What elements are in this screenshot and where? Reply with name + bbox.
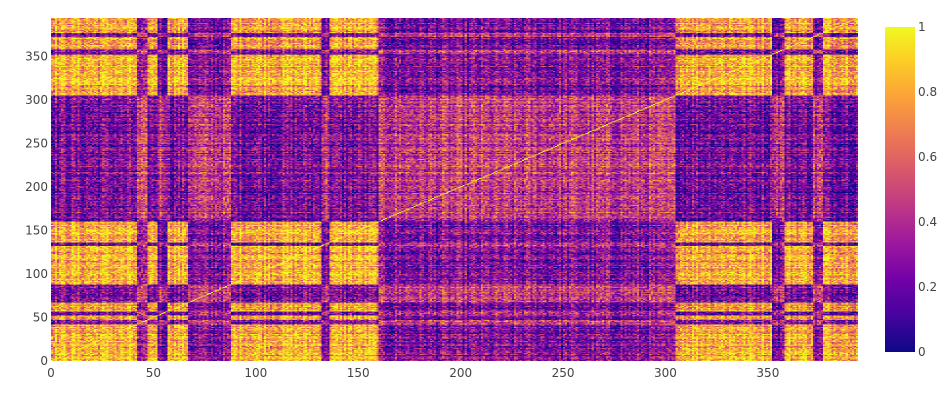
x-tick-label: 250 (552, 366, 575, 380)
colorbar-tick-label: 1 (918, 20, 926, 34)
x-tick-label: 300 (654, 366, 677, 380)
x-tick-label: 150 (347, 366, 370, 380)
y-tick-label: 200 (25, 180, 48, 194)
colorbar-tick-label: 0.2 (918, 280, 937, 294)
x-tick-label: 0 (47, 366, 55, 380)
x-tick-label: 50 (146, 366, 161, 380)
y-tick-label: 150 (25, 223, 48, 237)
colorbar-tick-label: 0.6 (918, 150, 937, 164)
colorbar: 0 0.2 0.4 0.6 0.8 1 (885, 20, 937, 359)
colorbar-gradient (885, 27, 915, 352)
x-axis: 0 50 100 150 200 250 300 350 (47, 366, 779, 380)
x-tick-label: 200 (449, 366, 472, 380)
heatmap-cells (51, 18, 858, 361)
y-tick-label: 300 (25, 93, 48, 107)
y-tick-label: 100 (25, 267, 48, 281)
x-tick-label: 350 (756, 366, 779, 380)
x-tick-label: 100 (244, 366, 267, 380)
heatmap-image (51, 18, 858, 361)
colorbar-tick-label: 0.4 (918, 215, 937, 229)
y-tick-label: 0 (40, 354, 48, 368)
y-axis: 0 50 100 150 200 250 300 350 (25, 49, 48, 368)
colorbar-tick-label: 0.8 (918, 85, 937, 99)
y-tick-label: 250 (25, 136, 48, 150)
y-tick-label: 350 (25, 49, 48, 63)
y-tick-label: 50 (33, 310, 48, 324)
colorbar-tick-label: 0 (918, 345, 926, 359)
